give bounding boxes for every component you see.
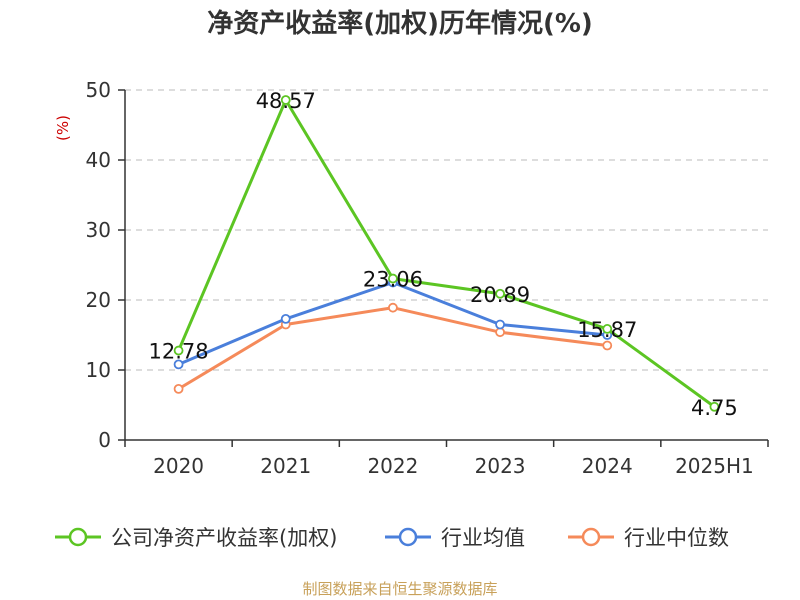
chart-title: 净资产收益率(加权)历年情况(%) (207, 8, 593, 39)
x-tick-label: 2021 (260, 454, 311, 478)
y-tick-label: 40 (86, 148, 111, 172)
y-tick-label: 0 (98, 428, 111, 452)
legend-marker (398, 527, 418, 547)
series-point (602, 324, 613, 334)
series-point (388, 273, 398, 284)
data-label: 12.78 (149, 340, 209, 364)
y-tick-label: 20 (86, 288, 111, 312)
legend-marker (581, 527, 601, 547)
data-label: 20.89 (470, 283, 530, 307)
legend: 公司净资产收益率(加权) 行业均值 行业中位数 (55, 526, 729, 550)
series-point (173, 345, 184, 356)
x-tick-label: 2025H1 (675, 454, 754, 478)
data-label: 4.75 (691, 396, 738, 420)
series-point (280, 95, 291, 105)
series-point (388, 302, 398, 313)
data-label: 48.57 (256, 89, 316, 113)
series-point (280, 313, 291, 324)
series-point (495, 288, 505, 299)
data-labels: 12.78 48.57 23.06 20.89 15.87 4.75 (149, 89, 738, 420)
data-label: 23.06 (363, 268, 423, 292)
series (173, 95, 720, 412)
y-tick-label: 50 (86, 78, 111, 102)
x-tick-label: 2024 (582, 454, 633, 478)
legend-label: 行业中位数 (624, 526, 729, 550)
series-line (177, 98, 716, 408)
y-tick-label: 10 (86, 358, 111, 382)
series-point (602, 340, 613, 351)
series-point (173, 383, 184, 394)
y-tick-label: 30 (86, 218, 111, 242)
x-tick-label: 2023 (475, 454, 526, 478)
x-tick-label: 2022 (367, 454, 418, 478)
source-note: 制图数据来自恒生聚源数据库 (302, 580, 497, 598)
x-tick-label: 2020 (153, 454, 204, 478)
series-point (495, 327, 505, 338)
series-point (709, 401, 720, 412)
series-line (177, 281, 608, 366)
legend-label: 行业均值 (441, 526, 525, 550)
grid (125, 89, 768, 371)
data-label: 15.87 (577, 318, 637, 342)
series-point (173, 359, 184, 370)
legend-marker (68, 527, 88, 547)
y-axis-unit: (%) (54, 115, 72, 141)
axes: 0 10 20 30 40 50 2020 2021 2022 2023 2024 2025H1 (86, 78, 769, 478)
series-line (177, 306, 608, 391)
series-point (495, 319, 505, 330)
legend-label: 公司净资产收益率(加权) (111, 526, 337, 550)
